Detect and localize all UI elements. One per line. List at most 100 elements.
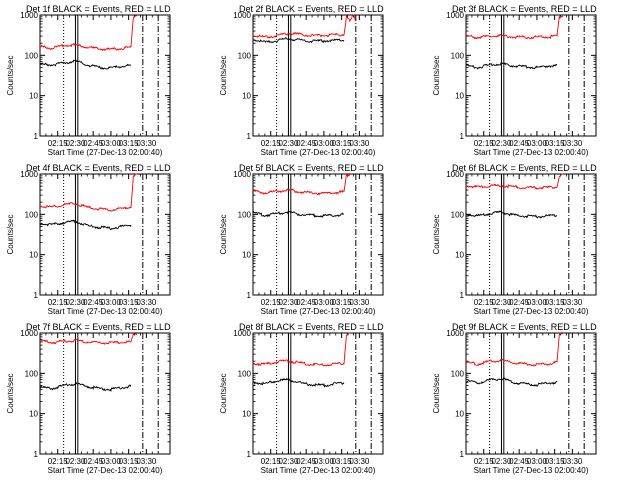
chart-panel: Det 6f BLACK = Events, RED = LLD 1 10 100 10… [432, 163, 597, 316]
x-tick-label: 02:30 [491, 139, 512, 148]
plot-frame [465, 173, 597, 296]
x-axis-label: Start Time (27-Dec-13 02:00:40) [474, 307, 589, 316]
plot-frame [39, 14, 171, 137]
x-tick-label: 02:15 [48, 457, 69, 466]
x-tick-label: 02:15 [261, 457, 282, 466]
series-line-events [465, 209, 558, 219]
plot-frame [252, 332, 384, 455]
y-tick-label: 1 [247, 450, 252, 459]
y-tick-label: 10 [29, 410, 38, 419]
x-tick-label: 02:30 [65, 298, 86, 307]
y-tick-label: 10 [455, 92, 464, 101]
plot-frame [252, 14, 384, 137]
y-tick-label: 1000 [446, 11, 464, 20]
chart-title: Det 6f BLACK = Events, RED = LLD [452, 163, 597, 173]
time-window-box [287, 14, 292, 137]
series-line-events [39, 381, 132, 393]
y-tick-label: 10 [242, 251, 251, 260]
x-tick-label: 02:15 [261, 298, 282, 307]
x-tick-label: 02:30 [278, 298, 299, 307]
x-tick-label: 03:15 [332, 298, 353, 307]
time-window-box [500, 14, 505, 137]
y-tick-label: 1000 [446, 170, 464, 179]
x-tick-label: 03:30 [349, 139, 370, 148]
x-tick-label: 03:15 [545, 298, 566, 307]
x-tick-label: 03:00 [527, 139, 548, 148]
chart-panel: Det 8f BLACK = Events, RED = LLD 1 10 100 10… [219, 322, 384, 475]
x-tick-label: 02:45 [509, 457, 530, 466]
chart-panel: Det 7f BLACK = Events, RED = LLD 1 10 100 10… [6, 322, 171, 475]
y-tick-label: 1000 [20, 329, 38, 338]
chart-title: Det 7f BLACK = Events, RED = LLD [26, 322, 171, 332]
y-tick-label: 1 [34, 132, 39, 141]
y-tick-label: 1 [460, 291, 465, 300]
x-tick-label: 02:30 [491, 457, 512, 466]
chart-title: Det 9f BLACK = Events, RED = LLD [452, 322, 597, 332]
x-tick-label: 02:15 [48, 139, 69, 148]
y-tick-label: 1000 [20, 170, 38, 179]
x-tick-label: 03:00 [314, 457, 335, 466]
x-tick-label: 03:00 [101, 139, 122, 148]
x-axis-label: Start Time (27-Dec-13 02:00:40) [474, 148, 589, 157]
y-tick-label: 1000 [446, 329, 464, 338]
chart-title: Det 3f BLACK = Events, RED = LLD [452, 4, 597, 14]
y-tick-label: 10 [455, 251, 464, 260]
series-line-lld [465, 15, 564, 40]
time-window-box [500, 173, 505, 296]
x-tick-label: 02:30 [65, 139, 86, 148]
series-line-lld [465, 332, 563, 367]
x-axis-label: Start Time (27-Dec-13 02:00:40) [261, 148, 376, 157]
y-tick-label: 10 [242, 92, 251, 101]
series-line-lld [252, 332, 350, 367]
y-axis-label: Counts/sec [219, 55, 228, 95]
y-axis-label: Counts/sec [6, 373, 15, 413]
x-tick-label: 03:30 [136, 457, 157, 466]
y-tick-label: 1 [247, 132, 252, 141]
x-tick-label: 02:45 [83, 298, 104, 307]
x-tick-label: 02:45 [509, 139, 530, 148]
x-tick-label: 03:30 [349, 298, 370, 307]
y-axis-label: Counts/sec [6, 55, 15, 95]
y-tick-label: 100 [238, 51, 252, 60]
y-tick-label: 100 [25, 210, 39, 219]
x-tick-label: 03:00 [101, 457, 122, 466]
x-tick-label: 02:30 [65, 457, 86, 466]
y-tick-label: 100 [238, 210, 252, 219]
x-tick-label: 03:00 [314, 298, 335, 307]
x-tick-label: 02:45 [296, 457, 317, 466]
time-window-box [500, 332, 505, 455]
y-tick-label: 1 [460, 450, 465, 459]
x-tick-label: 02:15 [474, 457, 495, 466]
plot-frame [465, 14, 597, 137]
time-window-box [287, 332, 292, 455]
y-axis-label: Counts/sec [219, 214, 228, 254]
plot-frame [39, 173, 171, 296]
series-line-lld [39, 173, 137, 212]
x-tick-label: 02:45 [83, 139, 104, 148]
y-tick-label: 100 [25, 369, 39, 378]
series-line-events [252, 377, 345, 388]
x-axis-label: Start Time (27-Dec-13 02:00:40) [474, 466, 589, 475]
x-tick-label: 03:30 [562, 298, 583, 307]
x-tick-label: 03:00 [527, 298, 548, 307]
y-tick-label: 100 [451, 369, 465, 378]
time-window-box [74, 332, 79, 455]
series-line-lld [252, 14, 357, 39]
chart-title: Det 5f BLACK = Events, RED = LLD [239, 163, 384, 173]
series-line-lld [465, 173, 563, 190]
y-axis-label: Counts/sec [432, 214, 441, 254]
y-tick-label: 10 [455, 410, 464, 419]
x-tick-label: 03:15 [119, 139, 140, 148]
chart-title: Det 4f BLACK = Events, RED = LLD [26, 163, 171, 173]
chart-title: Det 8f BLACK = Events, RED = LLD [239, 322, 384, 332]
x-tick-label: 02:15 [474, 139, 495, 148]
y-tick-label: 100 [238, 369, 252, 378]
series-line-events [39, 59, 132, 70]
chart-panel: Det 5f BLACK = Events, RED = LLD 1 10 100 10… [219, 163, 384, 316]
series-line-events [252, 37, 345, 44]
x-tick-label: 03:15 [119, 298, 140, 307]
y-tick-label: 1 [34, 291, 39, 300]
x-tick-label: 03:00 [101, 298, 122, 307]
x-tick-label: 03:30 [562, 457, 583, 466]
